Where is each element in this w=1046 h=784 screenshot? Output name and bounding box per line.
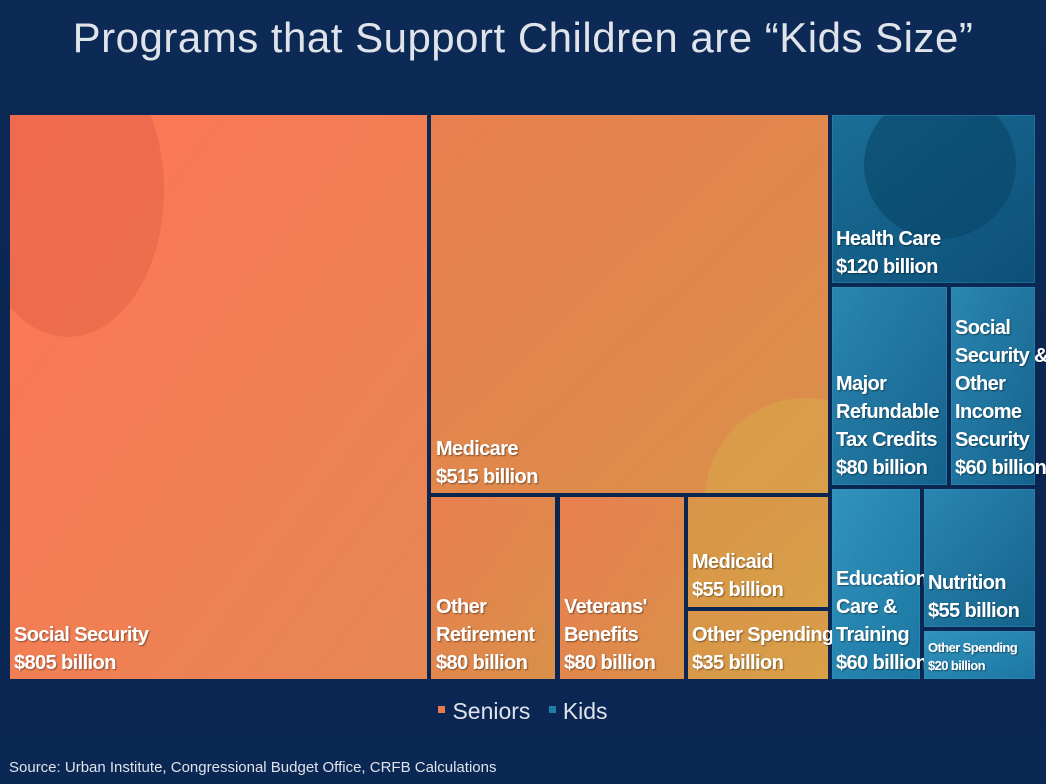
tile-name-kids-social-security-other-income-security: Income	[955, 401, 1022, 423]
tile-name-seniors-veterans-benefits: Veterans'	[564, 596, 647, 618]
tile-border	[924, 631, 1035, 679]
treemap-rect-kids-nutrition	[924, 489, 1035, 627]
chart-title: Programs that Support Children are “Kids…	[72, 14, 974, 61]
tile-value-seniors-medicaid: $55 billion	[692, 579, 783, 601]
tile-name-kids-education-care-training: Care &	[836, 596, 897, 618]
treemap-tile-kids-major-refundable-tax-credits: Major Refundable Tax Credits $80 billion	[832, 287, 947, 485]
treemap-tiles: Social Security $805 billion Medicare $515 …	[10, 115, 1046, 679]
legend-swatch-seniors	[438, 706, 446, 714]
treemap-chart: Social Security $805 billion Medicare $515 …	[10, 115, 1046, 679]
tile-value-kids-social-security-other-income-security: $60 billion	[955, 457, 1046, 479]
tile-label-kids-education-care-training: Education, Care & Training $60 billion	[836, 568, 932, 674]
tile-border	[832, 489, 920, 679]
decor-shape	[864, 115, 1016, 239]
treemap-tile-kids-social-security-other-income-security: Social Security & Other Income Security $60 b…	[951, 287, 1046, 485]
tile-name-seniors-other-spending: Other Spending	[692, 624, 834, 646]
treemap-tile-kids-nutrition: Nutrition $55 billion	[924, 489, 1035, 627]
treemap-rect-kids-other-spending	[924, 631, 1035, 679]
tile-value-kids-education-care-training: $60 billion	[836, 652, 927, 674]
treemap-tile-seniors-other-retirement: Other Retirement $80 billion	[431, 497, 555, 679]
treemap-tile-seniors-medicaid: Medicaid $55 billion	[688, 497, 828, 607]
treemap-tile-kids-other-spending: Other Spending $20 billion	[924, 631, 1035, 679]
tile-border	[832, 115, 1035, 283]
tile-value-seniors-other-spending: $35 billion	[692, 652, 783, 674]
tile-name-kids-social-security-other-income-security: Security	[955, 429, 1031, 451]
tile-name-kids-health-care: Health Care	[836, 228, 941, 250]
tile-value-kids-other-spending: $20 billion	[928, 658, 986, 673]
tile-name-kids-education-care-training: Education,	[836, 568, 932, 590]
tile-label-seniors-social-security: Social Security $805 billion	[14, 624, 150, 674]
tile-name-kids-other-spending: Other Spending	[928, 640, 1018, 655]
treemap-tile-kids-health-care: Health Care $120 billion	[832, 115, 1035, 283]
tile-name-kids-social-security-other-income-security: Other	[955, 373, 1006, 395]
treemap-tile-kids-education-care-training: Education, Care & Training $60 billion	[832, 489, 933, 679]
tile-value-seniors-veterans-benefits: $80 billion	[564, 652, 655, 674]
tile-name-kids-major-refundable-tax-credits: Tax Credits	[836, 429, 937, 451]
tile-name-kids-major-refundable-tax-credits: Refundable	[836, 401, 939, 423]
treemap-tile-seniors-social-security: Social Security $805 billion	[10, 115, 427, 679]
tile-name-kids-social-security-other-income-security: Social	[955, 317, 1010, 339]
tile-label-kids-health-care: Health Care $120 billion	[836, 228, 941, 278]
treemap-rect-kids-social-security-other-income-security	[951, 287, 1035, 485]
tile-label-kids-nutrition: Nutrition $55 billion	[928, 572, 1019, 622]
tile-value-kids-nutrition: $55 billion	[928, 600, 1019, 622]
treemap-rect-kids-major-refundable-tax-credits	[832, 287, 947, 485]
chart-legend: Seniors Kids	[0, 698, 1046, 725]
tile-label-seniors-medicaid: Medicaid $55 billion	[692, 551, 783, 601]
legend-item-kids: Kids	[548, 698, 608, 725]
tile-name-kids-nutrition: Nutrition	[928, 572, 1006, 594]
tile-border	[924, 489, 1035, 627]
treemap-rect-seniors-veterans-benefits	[560, 497, 684, 679]
decor-shape	[705, 398, 828, 493]
tile-label-seniors-veterans-benefits: Veterans' Benefits $80 billion	[564, 596, 655, 674]
treemap-rect-kids-education-care-training	[832, 489, 920, 679]
treemap-tile-seniors-other-spending: Other Spending $35 billion	[688, 611, 834, 679]
tile-name-seniors-other-retirement: Retirement	[436, 624, 535, 646]
source-note: Source: Urban Institute, Congressional B…	[9, 759, 497, 776]
tile-border	[832, 287, 947, 485]
tile-label-kids-social-security-other-income-security: Social Security & Other Income Security $60 b…	[955, 317, 1046, 479]
legend-swatch-kids	[548, 706, 556, 714]
treemap-tile-seniors-medicare: Medicare $515 billion	[431, 115, 828, 493]
tile-value-seniors-medicare: $515 billion	[436, 466, 538, 488]
legend-item-seniors: Seniors	[438, 698, 530, 725]
tile-name-seniors-social-security: Social Security	[14, 624, 150, 646]
tile-label-kids-other-spending: Other Spending $20 billion	[928, 640, 1018, 673]
tile-value-kids-health-care: $120 billion	[836, 256, 938, 278]
tile-value-seniors-other-retirement: $80 billion	[436, 652, 527, 674]
tile-label-kids-major-refundable-tax-credits: Major Refundable Tax Credits $80 billion	[836, 373, 939, 479]
treemap-rect-seniors-other-spending	[688, 611, 828, 679]
tile-name-seniors-medicare: Medicare	[436, 438, 518, 460]
tile-value-seniors-social-security: $805 billion	[14, 652, 116, 674]
legend-label-seniors: Seniors	[452, 698, 531, 724]
treemap-rect-seniors-social-security	[10, 115, 427, 679]
tile-name-seniors-veterans-benefits: Benefits	[564, 624, 639, 646]
treemap-rect-seniors-medicaid	[688, 497, 828, 607]
tile-value-kids-major-refundable-tax-credits: $80 billion	[836, 457, 927, 479]
tile-border	[951, 287, 1035, 485]
tile-name-kids-education-care-training: Training	[836, 624, 909, 646]
tile-name-kids-social-security-other-income-security: Security &	[955, 345, 1046, 367]
legend-label-kids: Kids	[562, 698, 608, 724]
tile-label-seniors-other-spending: Other Spending $35 billion	[692, 624, 834, 674]
tile-name-kids-major-refundable-tax-credits: Major	[836, 373, 887, 395]
treemap-tile-seniors-veterans-benefits: Veterans' Benefits $80 billion	[560, 497, 684, 679]
decor-shape	[10, 115, 164, 337]
tile-label-seniors-other-retirement: Other Retirement $80 billion	[436, 596, 535, 674]
tile-name-seniors-medicaid: Medicaid	[692, 551, 773, 573]
treemap-rect-seniors-other-retirement	[431, 497, 555, 679]
tile-name-seniors-other-retirement: Other	[436, 596, 487, 618]
tile-label-seniors-medicare: Medicare $515 billion	[436, 438, 538, 488]
